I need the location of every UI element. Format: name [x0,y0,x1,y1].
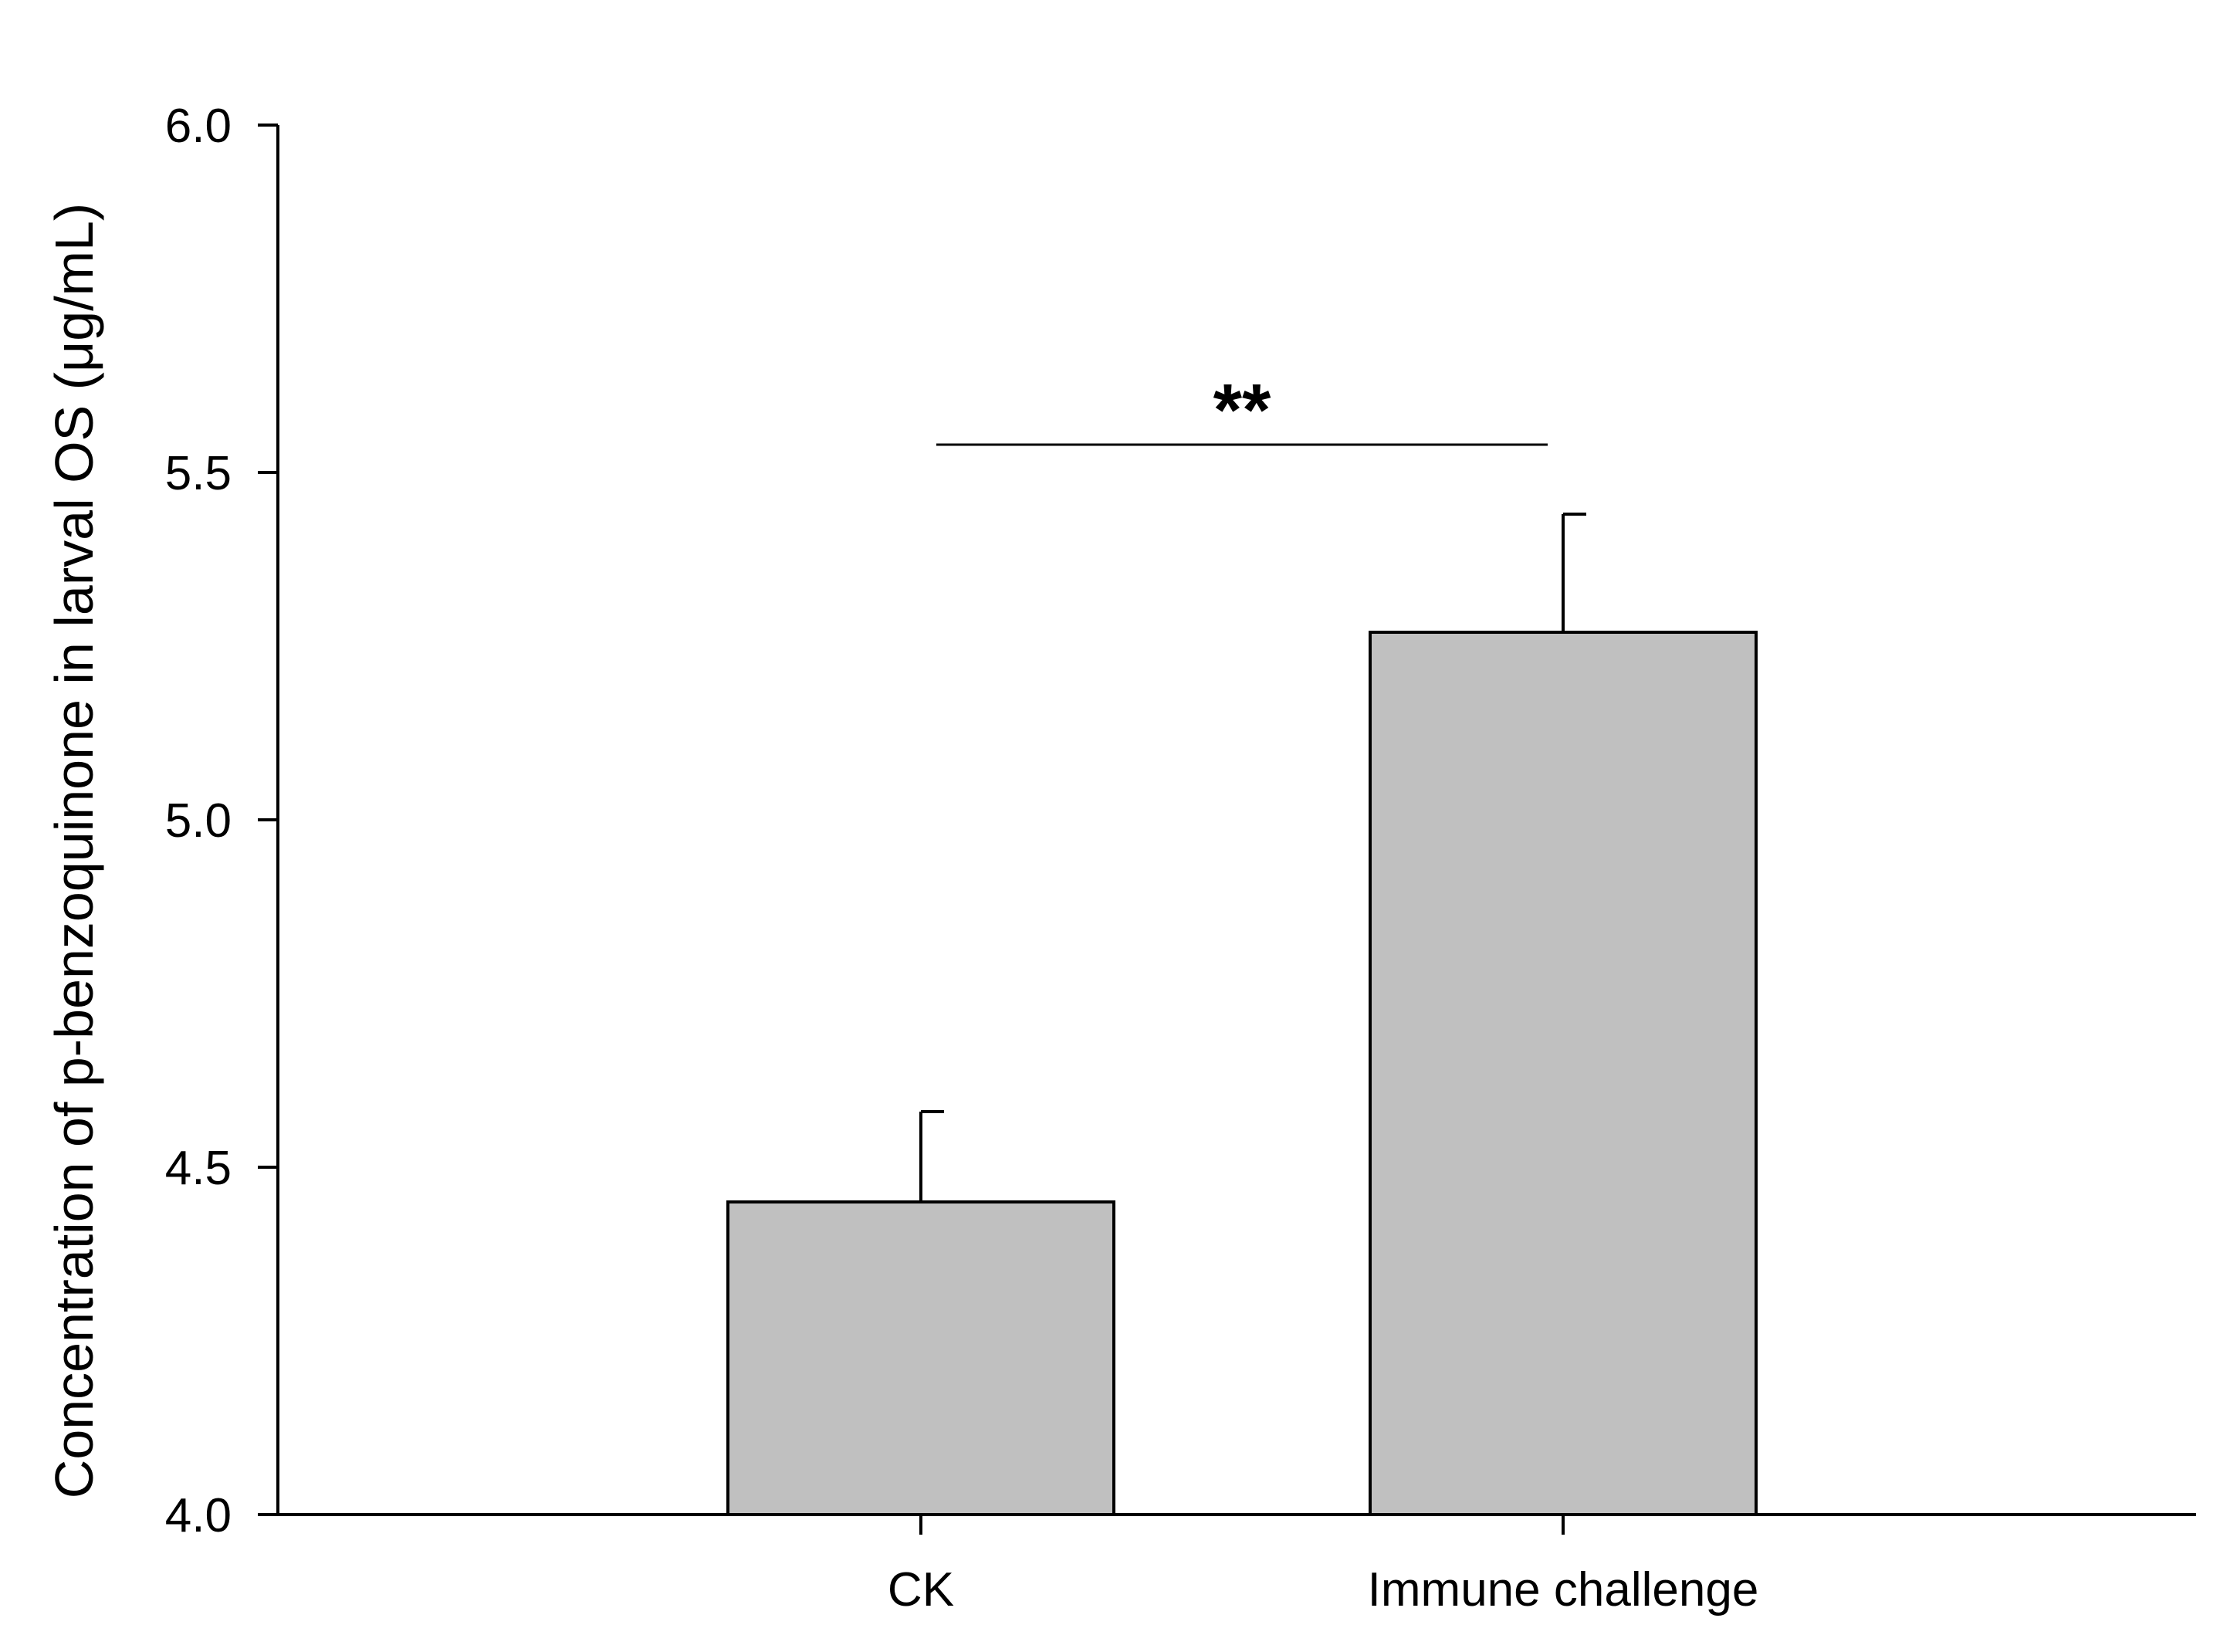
significance-label: ** [1213,369,1271,452]
y-tick-label: 4.5 [165,1142,232,1195]
y-tick-label: 4.0 [165,1489,232,1542]
bar-ck [726,1200,1115,1516]
y-tick-label: 6.0 [165,100,232,153]
bar-immune-challenge [1369,631,1758,1516]
x-tick-label: CK [888,1563,954,1616]
y-axis-title: Concentration of p-benzoquinone in larva… [44,203,104,1498]
bars-layer [726,631,1758,1516]
significance-layer: ** [936,369,1548,452]
y-tick-label: 5.5 [165,447,232,500]
x-tick-label: Immune challenge [1368,1563,1759,1616]
x-ticks-layer: CK Immune challenge [888,1515,1758,1616]
error-bars-layer [919,513,1586,1202]
axes-layer [276,125,2196,1516]
y-tick-label: 5.0 [165,794,232,848]
y-ticks-layer: 4.0 4.5 5.0 5.5 6.0 [165,100,278,1542]
